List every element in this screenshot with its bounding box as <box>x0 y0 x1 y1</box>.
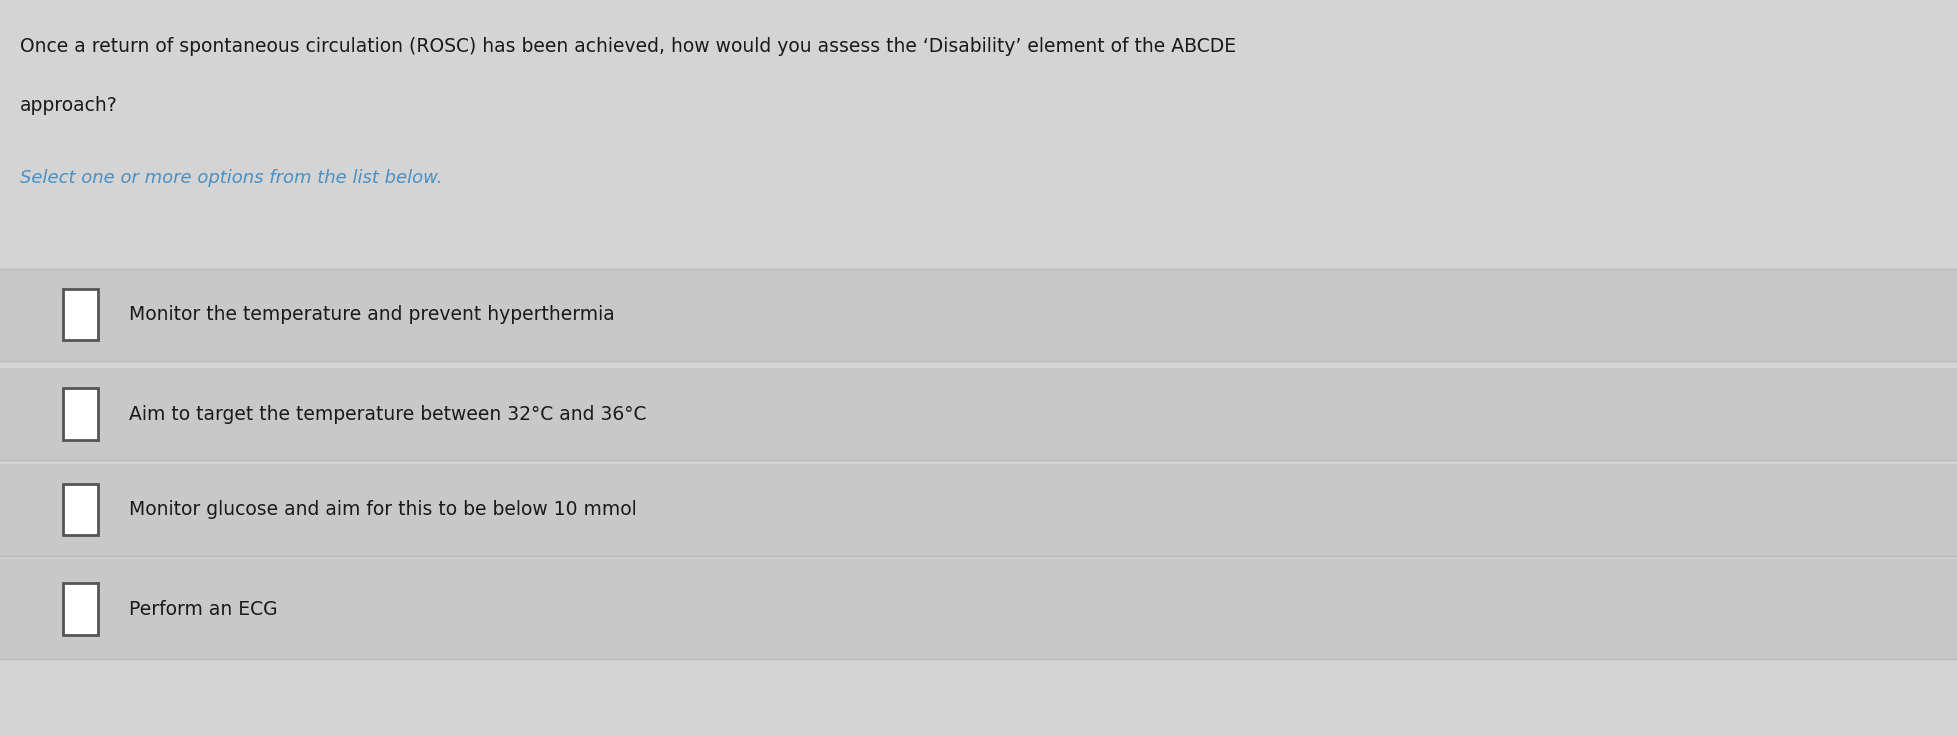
Text: Monitor glucose and aim for this to be below 10 mmol: Monitor glucose and aim for this to be b… <box>129 500 636 519</box>
Text: approach?: approach? <box>20 96 117 115</box>
FancyBboxPatch shape <box>63 389 98 440</box>
FancyBboxPatch shape <box>63 289 98 340</box>
FancyBboxPatch shape <box>63 484 98 536</box>
FancyBboxPatch shape <box>0 368 1957 460</box>
FancyBboxPatch shape <box>0 559 1957 659</box>
Text: Monitor the temperature and prevent hyperthermia: Monitor the temperature and prevent hype… <box>129 305 614 324</box>
Text: Select one or more options from the list below.: Select one or more options from the list… <box>20 169 442 187</box>
Text: Once a return of spontaneous circulation (ROSC) has been achieved, how would you: Once a return of spontaneous circulation… <box>20 37 1235 56</box>
FancyBboxPatch shape <box>63 583 98 634</box>
Text: Perform an ECG: Perform an ECG <box>129 600 278 618</box>
FancyBboxPatch shape <box>0 269 1957 361</box>
FancyBboxPatch shape <box>0 464 1957 556</box>
Text: Aim to target the temperature between 32°C and 36°C: Aim to target the temperature between 32… <box>129 405 646 423</box>
